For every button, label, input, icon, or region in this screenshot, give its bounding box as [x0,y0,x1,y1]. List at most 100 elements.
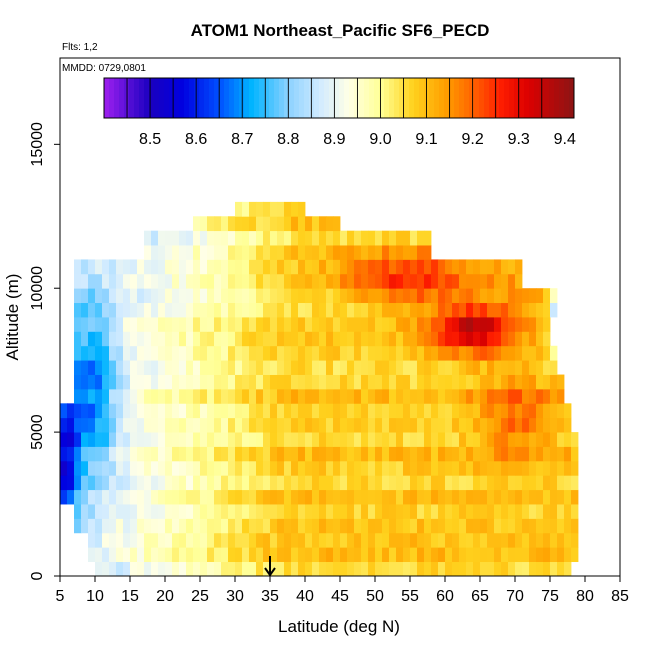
heatmap-cell [221,403,229,419]
heatmap-cell [557,374,565,390]
heatmap-cell [249,446,257,462]
heatmap-cell [466,374,474,390]
colorbar-cell [164,78,170,118]
heatmap-cell [333,374,341,390]
x-tick-label: 45 [331,588,349,605]
colorbar-cell [119,78,125,118]
heatmap-cell [88,345,96,361]
heatmap-cell [375,489,383,505]
heatmap-cell [508,518,516,534]
heatmap-cell [424,302,432,318]
heatmap-cell [529,417,537,433]
heatmap-cell [319,317,327,332]
heatmap-cell [452,345,460,361]
heatmap-cell [116,475,124,491]
heatmap-cell [214,561,222,577]
heatmap-cell [508,288,516,304]
x-tick-label: 65 [471,588,489,605]
heatmap-cell [193,331,201,347]
heatmap-cell [340,331,348,347]
colorbar-cell [444,78,450,118]
heatmap-cell [382,288,390,304]
heatmap-cell [81,475,89,491]
heatmap-cell [249,245,257,260]
heatmap-cell [158,403,166,419]
heatmap-cell [284,432,292,447]
heatmap-cell [368,460,376,476]
heatmap-cell [515,317,523,332]
heatmap-cell [263,475,271,491]
colorbar-ticks: 8.5 8.6 8.7 8.8 8.9 9.0 9.1 9.2 9.3 9.4 [126,78,576,148]
heatmap-cell [529,446,537,462]
colorbar-cell [394,78,400,118]
heatmap-cell [452,475,460,491]
heatmap-cell [298,345,306,361]
y-axis-label: Altitude (m) [3,274,22,361]
heatmap-cell [277,374,285,390]
colorbar-cell [144,78,150,118]
heatmap-cell [207,518,215,534]
heatmap-cell [207,345,215,361]
heatmap-cell [284,475,292,491]
heatmap-cell [361,532,369,548]
heatmap-cell [256,504,264,519]
heatmap-cell [480,302,488,318]
heatmap-cell [501,259,509,275]
heatmap-cell [242,245,250,260]
heatmap-cell [81,374,89,390]
heatmap-cell [403,460,411,476]
colorbar-cell [219,78,225,118]
heatmap-cell [319,518,327,534]
heatmap-cell [480,259,488,275]
heatmap-cell [158,547,166,563]
heatmap-cell [158,388,166,404]
heatmap-cell [221,216,229,232]
heatmap-cell [361,561,369,577]
colorbar-tick-label: 9.2 [462,131,484,148]
heatmap-cell [109,475,117,491]
heatmap-cell [256,518,264,534]
heatmap-cell [305,504,313,519]
colorbar-cell [399,78,405,118]
heatmap-cell [242,302,250,318]
heatmap-cell [144,245,152,260]
heatmap-cell [564,518,572,534]
heatmap-cell [424,360,432,375]
heatmap-cell [242,518,250,534]
heatmap-cell [347,245,355,260]
heatmap-cell [88,432,96,447]
heatmap-cell [137,446,145,462]
heatmap-cell [179,288,187,304]
heatmap-cell [130,288,138,304]
heatmap-cell [333,518,341,534]
heatmap-cell [291,360,299,375]
heatmap-cell [277,532,285,548]
heatmap-cell [326,245,334,260]
heatmap-cell [522,374,530,390]
x-tick-label: 50 [366,588,384,605]
heatmap-cell [487,360,495,375]
colorbar-cell [184,78,190,118]
heatmap-cell [74,331,82,347]
heatmap-cell [312,302,320,318]
heatmap-cell [480,273,488,289]
heatmap-cell [340,388,348,404]
heatmap-cell [277,388,285,404]
heatmap-cell [368,388,376,404]
heatmap-cell [221,561,229,577]
heatmap-cell [193,518,201,534]
heatmap-cell [389,374,397,390]
heatmap-cell [424,403,432,419]
heatmap-cell [228,518,236,534]
heatmap-cell [382,561,390,577]
heatmap-cell [144,561,152,577]
heatmap-cell [221,432,229,447]
heatmap-cell [431,561,439,577]
heatmap-cell [186,475,194,491]
colorbar-cell [264,78,270,118]
heatmap-cell [564,417,572,433]
heatmap-cell [74,446,82,462]
heatmap-cell [375,374,383,390]
heatmap-cell [165,374,173,390]
